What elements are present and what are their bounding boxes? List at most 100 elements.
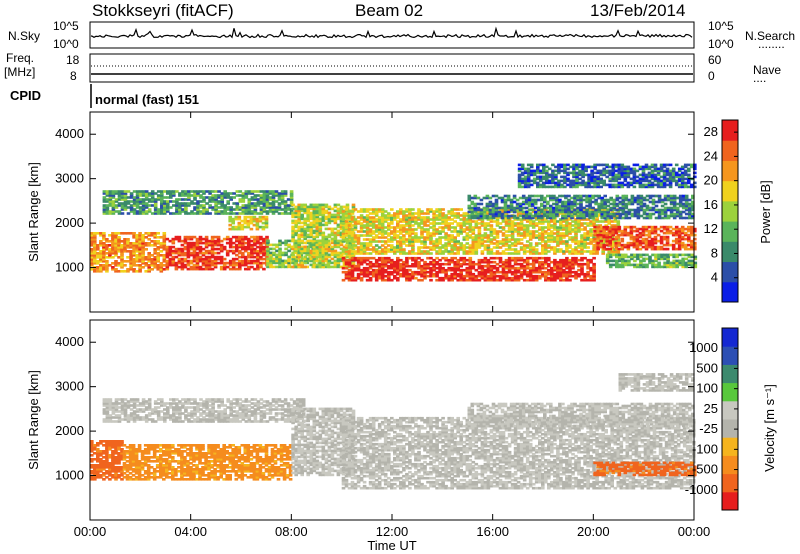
power-cell bbox=[259, 200, 264, 203]
power-cell bbox=[586, 222, 590, 225]
power-cell bbox=[297, 253, 301, 257]
power-cell bbox=[249, 221, 254, 225]
power-cell bbox=[556, 274, 560, 278]
power-cell bbox=[611, 229, 616, 233]
power-cell bbox=[247, 202, 252, 205]
power-cell bbox=[269, 261, 273, 265]
power-cell bbox=[374, 218, 379, 221]
power-cell bbox=[144, 232, 148, 235]
power-cell bbox=[507, 238, 512, 241]
power-cell bbox=[476, 206, 481, 210]
power-cell bbox=[614, 241, 619, 245]
power-cell bbox=[441, 218, 445, 221]
power-cell bbox=[213, 257, 218, 261]
power-cell bbox=[393, 248, 397, 251]
power-cell bbox=[255, 227, 260, 231]
power-cell bbox=[371, 246, 376, 249]
power-cell bbox=[208, 204, 212, 207]
power-cell bbox=[393, 214, 397, 217]
power-cell bbox=[592, 256, 596, 260]
power-cell bbox=[365, 228, 370, 231]
power-cell bbox=[318, 259, 323, 263]
power-cell bbox=[377, 224, 382, 227]
power-cell bbox=[339, 265, 344, 269]
power-cell bbox=[138, 238, 142, 241]
power-cell bbox=[210, 267, 215, 271]
power-cell bbox=[411, 240, 415, 243]
power-cell bbox=[217, 196, 221, 199]
power-cell bbox=[120, 246, 124, 249]
power-cell bbox=[589, 268, 593, 272]
power-cell bbox=[647, 231, 652, 235]
power-cell bbox=[123, 200, 128, 203]
power-cell bbox=[271, 212, 276, 215]
power-cell bbox=[531, 222, 536, 225]
power-cell bbox=[163, 202, 167, 205]
power-cell bbox=[371, 238, 376, 241]
power-cell bbox=[534, 216, 539, 219]
power-band bbox=[102, 190, 294, 215]
power-cell bbox=[541, 274, 545, 278]
power-cell bbox=[163, 204, 167, 207]
power-cell bbox=[265, 237, 269, 241]
power-cell bbox=[165, 253, 170, 257]
power-cell bbox=[141, 200, 146, 203]
power-cell bbox=[368, 228, 373, 231]
power-cell bbox=[468, 246, 473, 249]
power-cell bbox=[204, 245, 209, 249]
power-cell bbox=[498, 256, 503, 260]
power-cell bbox=[577, 222, 581, 225]
power-cell bbox=[559, 260, 563, 264]
power-cell bbox=[519, 224, 524, 227]
power-cell bbox=[327, 211, 332, 215]
power-cell bbox=[229, 210, 233, 213]
power-cell bbox=[244, 190, 249, 193]
power-cell bbox=[432, 260, 436, 264]
power-cell bbox=[235, 208, 240, 211]
power-cell bbox=[553, 272, 557, 276]
power-cell bbox=[264, 223, 269, 227]
power-cell bbox=[565, 212, 569, 215]
power-cell bbox=[222, 265, 227, 269]
power-cell bbox=[420, 264, 424, 268]
power-cell bbox=[405, 216, 409, 219]
power-cell bbox=[210, 243, 215, 247]
power-cell bbox=[638, 241, 643, 245]
power-cell bbox=[531, 262, 536, 266]
power-cell bbox=[90, 262, 94, 265]
power-cell bbox=[278, 247, 282, 251]
power-cell bbox=[693, 241, 697, 245]
power-cell bbox=[647, 245, 652, 249]
power-cell bbox=[356, 236, 361, 239]
power-cell bbox=[93, 250, 97, 253]
power-cell bbox=[408, 276, 412, 280]
power-cell bbox=[429, 256, 433, 260]
power-cell bbox=[132, 210, 137, 213]
power-cell bbox=[362, 208, 367, 211]
power-cell bbox=[498, 242, 503, 245]
power-cell bbox=[396, 272, 400, 276]
power-cell bbox=[544, 244, 548, 247]
power-cell bbox=[356, 264, 361, 268]
power-cell bbox=[321, 207, 326, 211]
power-cell bbox=[123, 206, 128, 209]
power-cell bbox=[453, 274, 457, 278]
power-cell bbox=[274, 190, 279, 193]
power-cell bbox=[519, 266, 524, 270]
power-cell bbox=[117, 194, 122, 197]
power-cell bbox=[402, 272, 406, 276]
power-cell bbox=[492, 232, 497, 235]
freq-right-bottom-tick: 0 bbox=[708, 69, 715, 83]
power-cell bbox=[610, 220, 614, 223]
power-cell bbox=[635, 245, 640, 249]
power-cell bbox=[339, 235, 344, 239]
power-cell bbox=[417, 278, 421, 282]
power-cell bbox=[522, 218, 527, 221]
power-cell bbox=[344, 224, 349, 227]
power-cell bbox=[441, 212, 445, 215]
power-cell bbox=[294, 221, 298, 225]
power-cell bbox=[347, 228, 352, 231]
power-cell bbox=[498, 260, 503, 264]
power-cell bbox=[341, 226, 346, 229]
power-cell bbox=[264, 221, 269, 225]
